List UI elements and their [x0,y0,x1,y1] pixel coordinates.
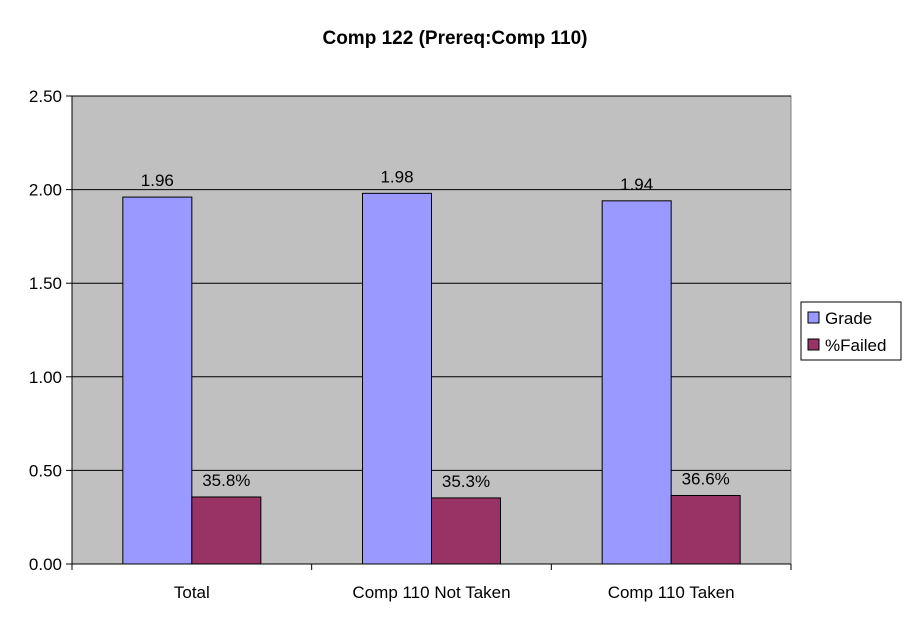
y-tick-label: 0.00 [29,555,62,574]
axes [66,95,792,570]
legend-swatch [807,311,820,324]
data-label: 35.8% [202,471,250,490]
chart-title: Comp 122 (Prereq:Comp 110) [322,28,587,49]
data-label: 1.96 [141,171,174,190]
x-tick-label: Comp 110 Not Taken [352,583,510,602]
data-label: 35.3% [442,472,490,491]
x-tick-labels: Total Comp 110 Not Taken Comp 110 Taken [174,583,735,602]
y-tick-label: 2.50 [29,87,62,106]
x-tick-label: Comp 110 Taken [608,583,735,602]
legend-swatch [807,338,820,351]
bar--failed [431,497,501,565]
y-tick-label: 2.00 [29,181,62,200]
bar-grade [601,200,672,565]
bar--failed [670,494,741,565]
legend: Grade %Failed [800,301,902,361]
y-tick-label: 1.50 [29,274,62,293]
y-tick-labels: 0.00 0.50 1.00 1.50 2.00 2.50 [29,87,62,574]
legend-label: Grade [825,309,872,328]
bars [122,192,741,565]
data-labels: 1.96 35.8% 1.98 35.3% 1.94 36.6% [141,167,730,491]
x-tick-label: Total [174,583,210,602]
bar-grade [122,196,193,565]
legend-label: %Failed [825,336,886,355]
data-label: 1.98 [380,167,413,186]
bar--failed [191,496,262,565]
data-label: 1.94 [620,175,653,194]
y-tick-label: 1.00 [29,368,62,387]
bar-grade [362,192,432,565]
y-tick-label: 0.50 [29,461,62,480]
data-label: 36.6% [682,469,730,488]
